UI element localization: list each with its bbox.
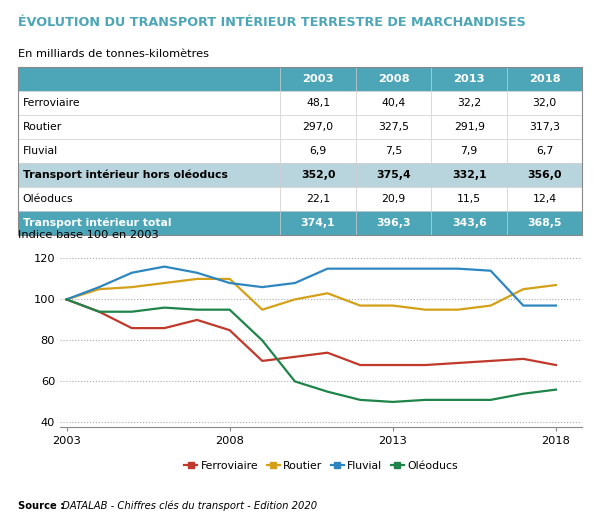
Text: 297,0: 297,0 <box>302 122 334 132</box>
Text: 32,2: 32,2 <box>457 98 481 108</box>
Text: 7,9: 7,9 <box>461 146 478 156</box>
Text: 2013: 2013 <box>454 74 485 84</box>
Text: Transport intérieur total: Transport intérieur total <box>23 218 172 229</box>
Text: Fluvial: Fluvial <box>23 146 58 156</box>
Text: 22,1: 22,1 <box>306 194 330 204</box>
Text: 343,6: 343,6 <box>452 218 487 228</box>
Text: 12,4: 12,4 <box>532 194 557 204</box>
Text: 332,1: 332,1 <box>452 170 487 180</box>
Text: 396,3: 396,3 <box>376 218 411 228</box>
Text: 40,4: 40,4 <box>382 98 406 108</box>
Text: 6,7: 6,7 <box>536 146 553 156</box>
Text: 2008: 2008 <box>378 74 409 84</box>
Text: 2003: 2003 <box>302 74 334 84</box>
Text: En milliards de tonnes-kilomètres: En milliards de tonnes-kilomètres <box>18 49 209 59</box>
Text: Transport intérieur hors oléoducs: Transport intérieur hors oléoducs <box>23 170 227 180</box>
Text: 20,9: 20,9 <box>382 194 406 204</box>
Text: 327,5: 327,5 <box>378 122 409 132</box>
Text: DATALAB - Chiffres clés du transport - Edition 2020: DATALAB - Chiffres clés du transport - E… <box>59 500 317 511</box>
Text: ÉVOLUTION DU TRANSPORT INTÉRIEUR TERRESTRE DE MARCHANDISES: ÉVOLUTION DU TRANSPORT INTÉRIEUR TERREST… <box>18 16 526 28</box>
Text: 7,5: 7,5 <box>385 146 402 156</box>
Text: Routier: Routier <box>23 122 62 132</box>
Text: Oléoducs: Oléoducs <box>23 194 73 204</box>
Text: 317,3: 317,3 <box>529 122 560 132</box>
Text: 368,5: 368,5 <box>527 218 562 228</box>
Text: 6,9: 6,9 <box>310 146 326 156</box>
Text: 32,0: 32,0 <box>532 98 557 108</box>
Text: 2018: 2018 <box>529 74 560 84</box>
Text: Source :: Source : <box>18 501 64 511</box>
Legend: Ferroviaire, Routier, Fluvial, Oléoducs: Ferroviaire, Routier, Fluvial, Oléoducs <box>180 457 462 476</box>
Text: 48,1: 48,1 <box>306 98 330 108</box>
Text: Ferroviaire: Ferroviaire <box>23 98 80 108</box>
Text: 375,4: 375,4 <box>376 170 411 180</box>
Text: 356,0: 356,0 <box>527 170 562 180</box>
Text: Indice base 100 en 2003: Indice base 100 en 2003 <box>18 231 159 240</box>
Text: 352,0: 352,0 <box>301 170 335 180</box>
Text: 374,1: 374,1 <box>301 218 335 228</box>
Text: 291,9: 291,9 <box>454 122 485 132</box>
Text: 11,5: 11,5 <box>457 194 481 204</box>
